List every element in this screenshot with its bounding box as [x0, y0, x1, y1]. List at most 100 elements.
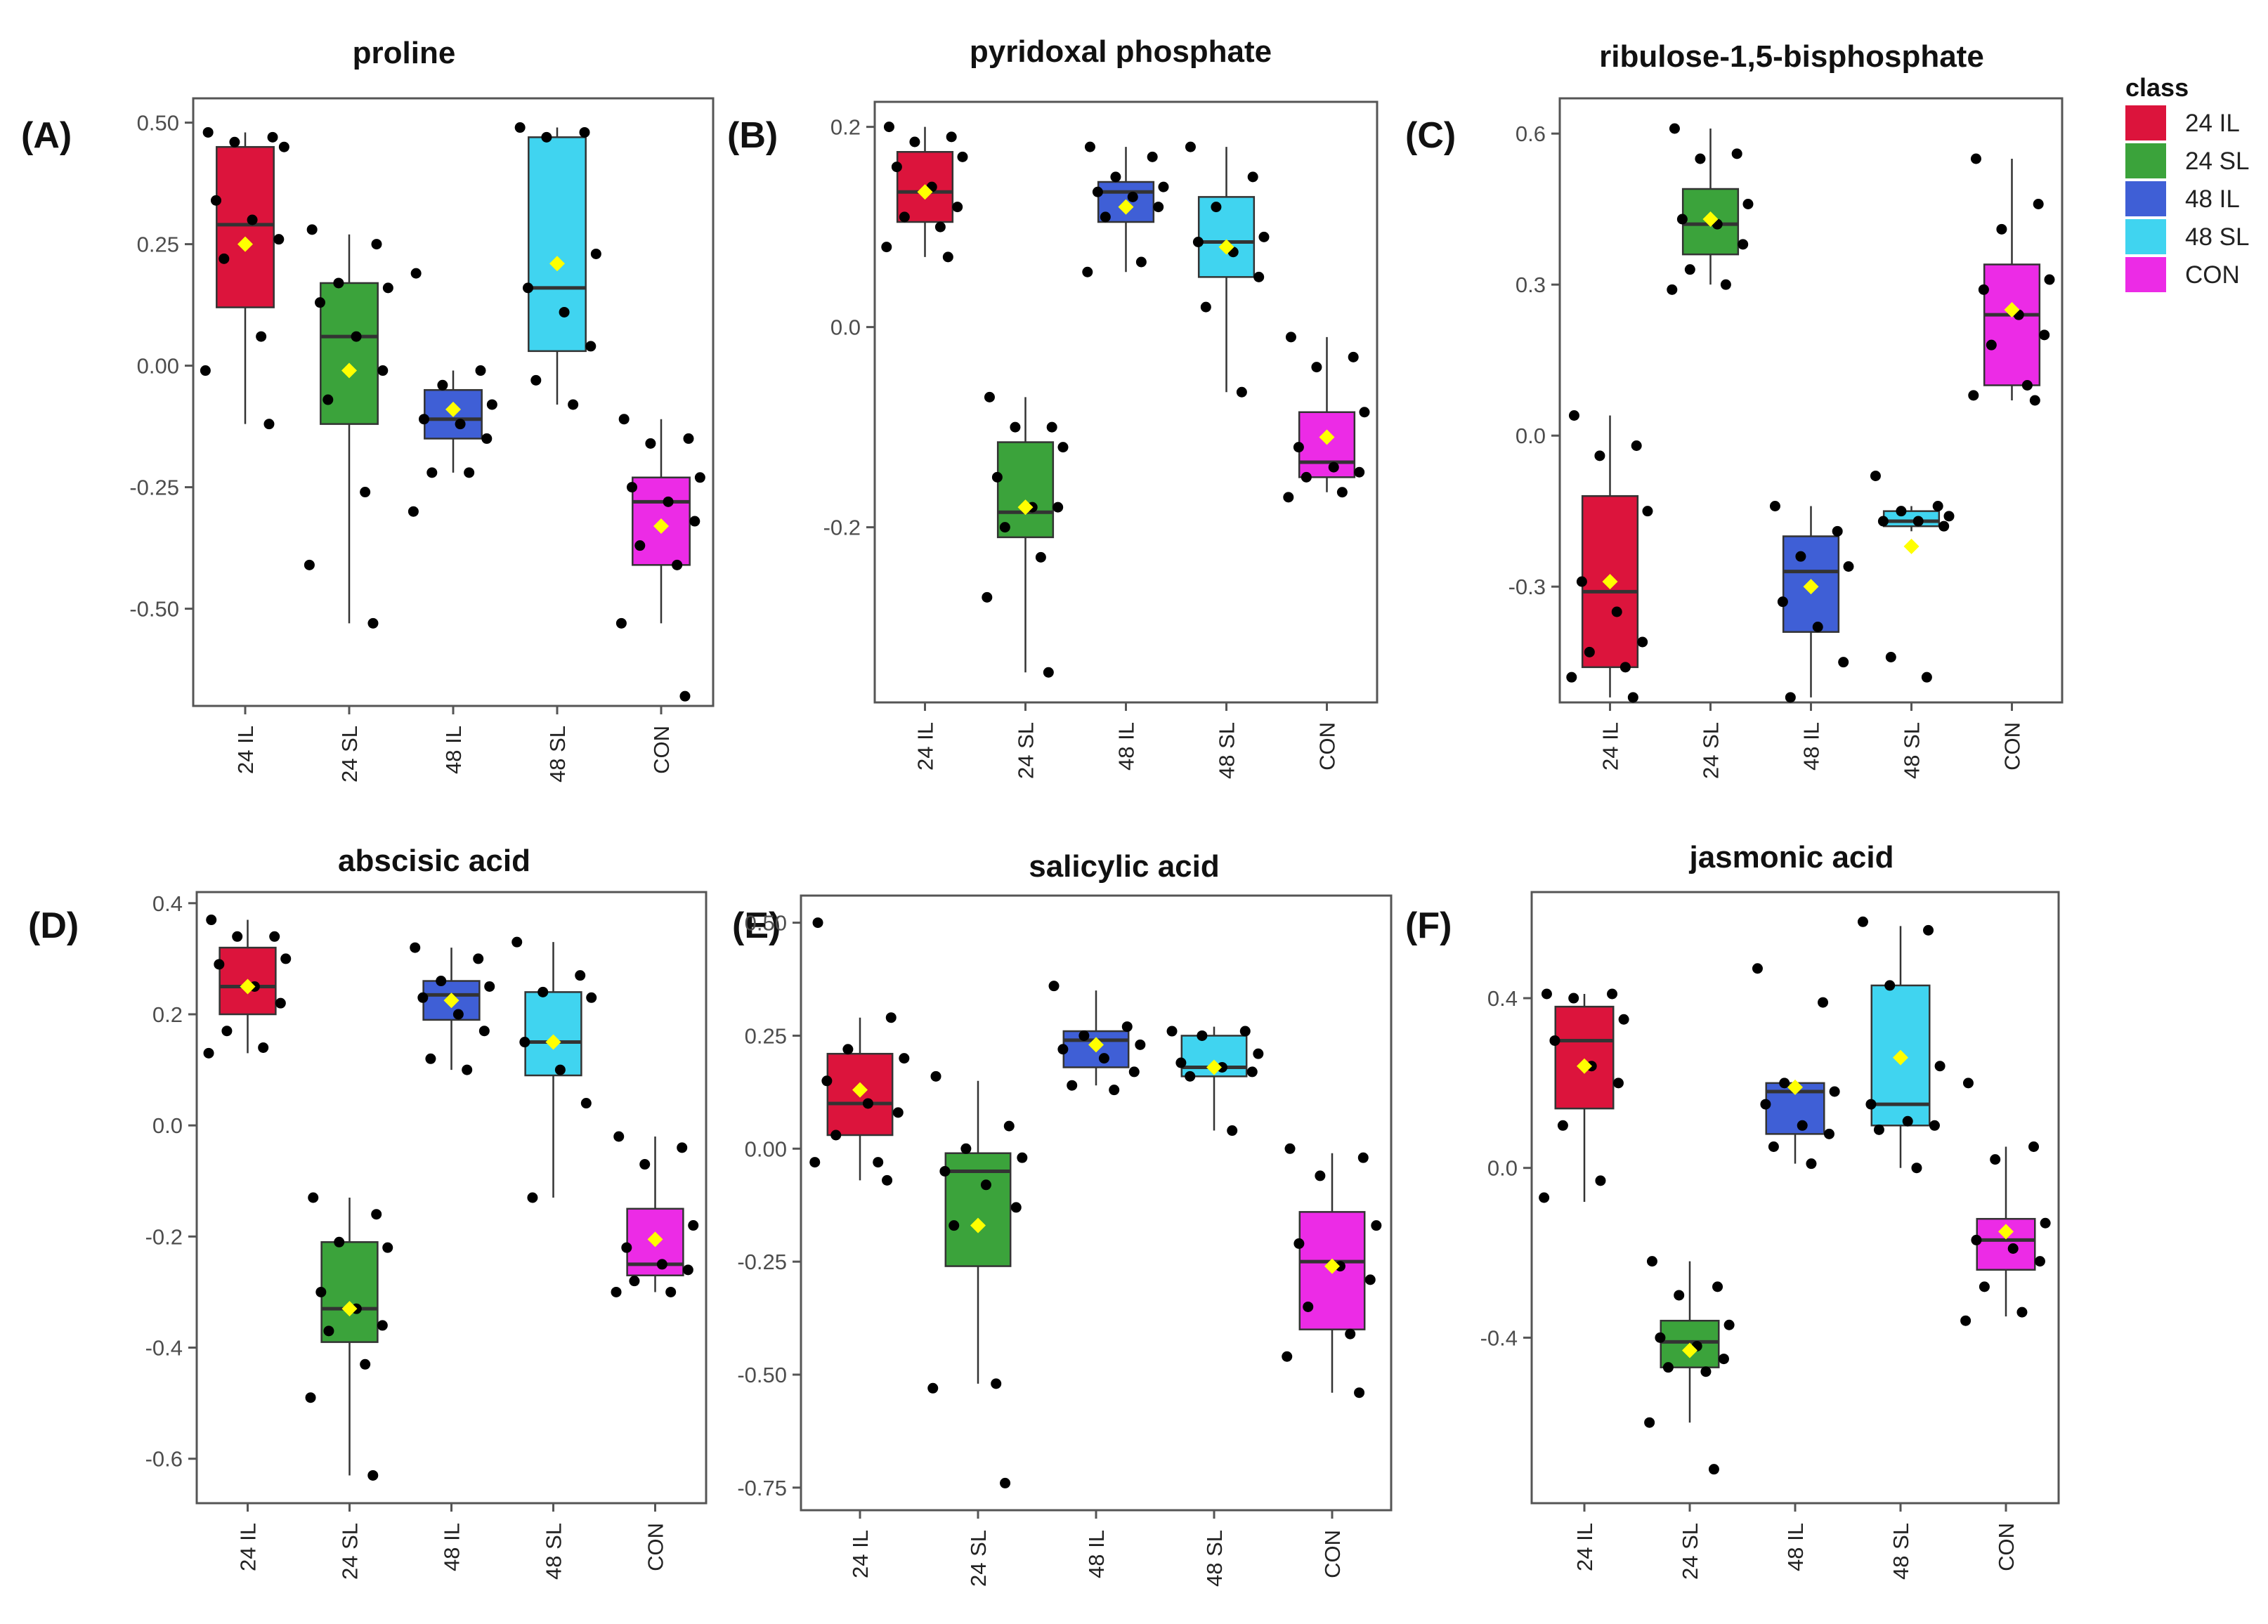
data-point: [1192, 237, 1204, 247]
box-24-sl: [927, 1070, 1028, 1488]
data-point: [1354, 466, 1365, 478]
data-point: [1293, 442, 1304, 453]
data-point: [210, 195, 221, 206]
data-point: [1646, 1256, 1657, 1267]
data-point: [1285, 332, 1296, 343]
data-point: [455, 419, 466, 430]
y-tick-label: -0.75: [737, 1476, 787, 1500]
data-point: [960, 1143, 972, 1154]
data-point: [334, 1236, 345, 1248]
data-point: [425, 1053, 436, 1064]
data-point: [1612, 1078, 1624, 1089]
data-point: [351, 331, 362, 342]
box-con: [1282, 1143, 1382, 1399]
legend-title: class: [2125, 73, 2189, 102]
data-point: [1284, 1143, 1296, 1154]
box-24-il: [1539, 988, 1629, 1203]
data-point: [1043, 667, 1054, 678]
data-point: [1216, 1061, 1227, 1073]
data-point: [206, 915, 217, 926]
data-point: [1676, 214, 1688, 225]
data-point: [315, 1286, 327, 1297]
mean-marker: [1893, 1049, 1908, 1066]
legend-item: 48 SL: [2125, 219, 2249, 254]
data-point: [2016, 1307, 2028, 1318]
data-point: [580, 1098, 592, 1109]
data-point: [1048, 981, 1060, 992]
box-con: [611, 1131, 699, 1297]
data-point: [1147, 151, 1158, 162]
mean-marker: [1118, 199, 1134, 215]
y-tick-label: 0.0: [1516, 424, 1546, 448]
data-point: [314, 297, 325, 308]
data-point: [519, 1037, 530, 1048]
data-point: [1359, 407, 1370, 418]
data-point: [527, 1192, 538, 1203]
data-point: [1896, 506, 1907, 517]
data-point: [1934, 1061, 1946, 1072]
data-point: [1865, 1099, 1877, 1110]
box-48-sl: [1185, 141, 1270, 398]
y-tick-label: 0.25: [745, 1023, 787, 1048]
data-point: [590, 248, 601, 259]
data-point: [1000, 1477, 1011, 1488]
data-point: [511, 936, 523, 948]
box-24-sl: [304, 224, 393, 629]
x-tick-label: 48 IL: [1114, 722, 1139, 771]
x-tick-label: 48 SL: [1900, 722, 1924, 779]
data-point: [982, 591, 993, 603]
data-point: [1667, 284, 1678, 295]
box-24-il: [881, 122, 968, 263]
data-point: [809, 1157, 821, 1168]
data-point: [1328, 461, 1339, 473]
data-point: [1121, 1021, 1133, 1033]
data-point: [1684, 264, 1695, 275]
data-point: [1301, 471, 1312, 483]
data-point: [2029, 395, 2040, 406]
x-tick-label: 48 SL: [1202, 1530, 1227, 1587]
data-point: [306, 224, 318, 235]
data-point: [694, 472, 705, 483]
box-48-il: [410, 942, 495, 1075]
data-point: [939, 1165, 951, 1177]
data-point: [1227, 1125, 1238, 1137]
x-tick-label: 24 SL: [1014, 722, 1038, 779]
legend-swatch: [2125, 219, 2166, 254]
data-point: [1246, 1066, 1258, 1078]
x-tick-label: CON: [649, 726, 674, 774]
y-tick-label: 0.0: [1487, 1156, 1518, 1181]
data-point: [1084, 141, 1095, 152]
x-tick-label: 48 IL: [440, 1523, 464, 1571]
y-tick-label: -0.4: [145, 1336, 183, 1361]
x-tick-label: 24 SL: [338, 1523, 363, 1580]
data-point: [1357, 1152, 1369, 1163]
data-point: [1345, 1328, 1356, 1340]
data-point: [615, 617, 627, 629]
data-point: [626, 482, 637, 493]
data-point: [1253, 1048, 1264, 1059]
legend: class 24 IL 24 SL 48 IL 48 SL CON: [2125, 73, 2249, 292]
y-tick-label: 0.2: [152, 1002, 183, 1027]
data-point: [1873, 1124, 1884, 1135]
data-point: [1768, 1141, 1779, 1152]
data-point: [478, 1026, 490, 1037]
data-point: [1128, 1066, 1140, 1078]
data-point: [382, 282, 393, 294]
data-point: [232, 931, 243, 942]
data-point: [1631, 440, 1642, 451]
data-point: [1971, 1234, 1982, 1245]
panel-letter: (B): [727, 115, 778, 156]
data-point: [1566, 672, 1577, 683]
mean-marker: [545, 1034, 561, 1050]
x-tick-label: CON: [1994, 1523, 2019, 1571]
y-tick-label: 0.0: [830, 315, 861, 340]
data-point: [930, 1070, 941, 1082]
data-point: [1943, 511, 1955, 522]
data-point: [1795, 551, 1806, 562]
panel-B: pyridoxal phosphate (B) 0.2 0.0 -0.2 24 IL 24 …: [727, 34, 1379, 779]
y-tick-label: 0.00: [137, 354, 179, 379]
data-point: [957, 151, 968, 162]
mean-marker: [647, 1231, 663, 1248]
data-point: [1877, 516, 1889, 527]
data-point: [1777, 596, 1788, 608]
